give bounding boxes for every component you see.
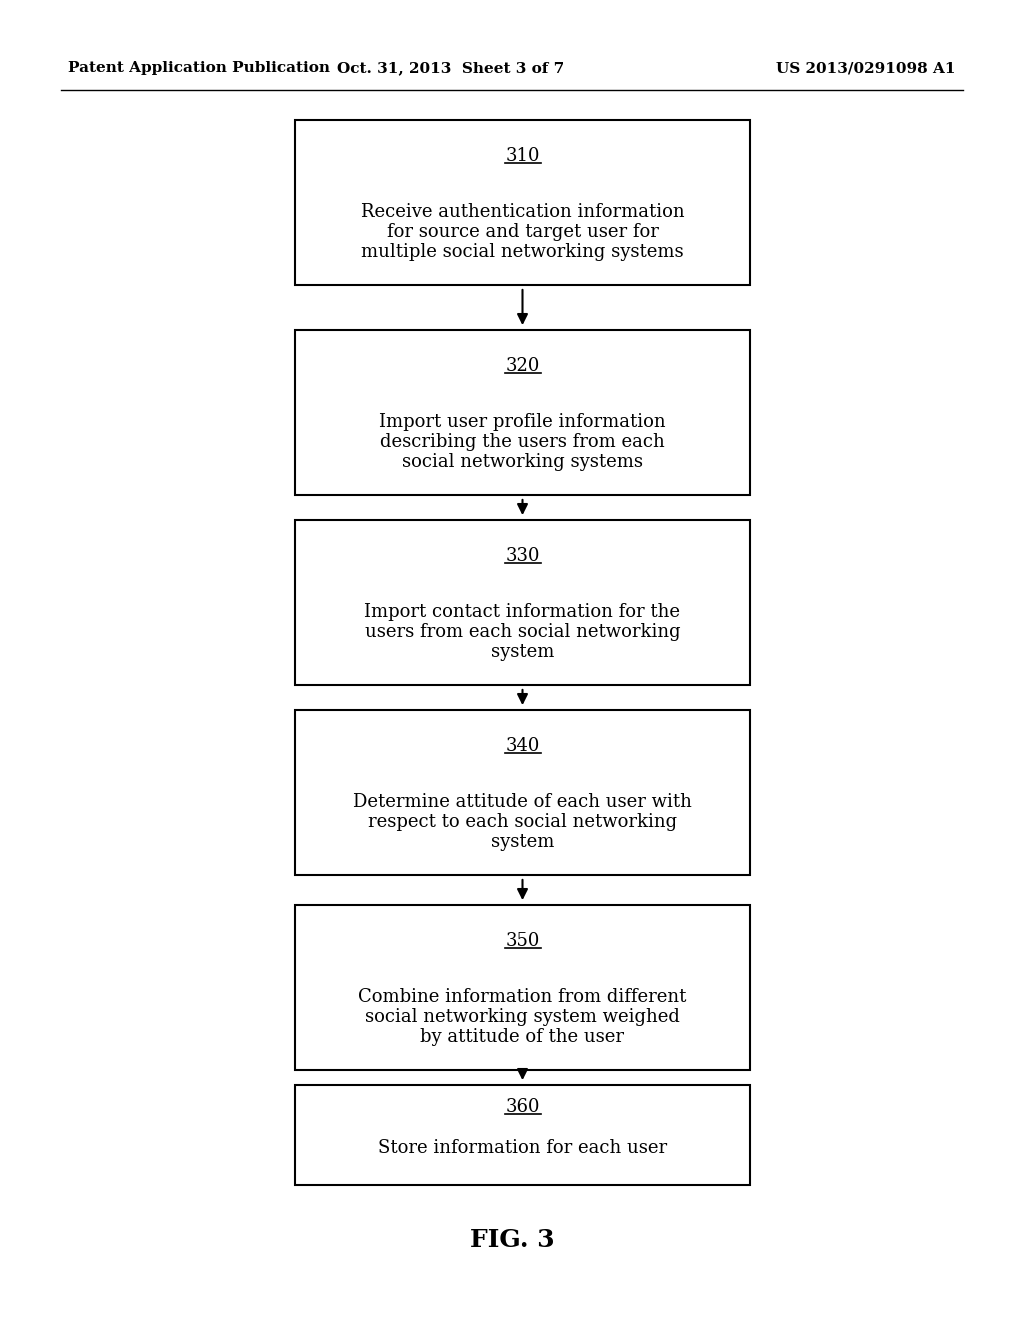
Bar [295,1085,750,1185]
Bar [295,330,750,495]
Text: FIG. 3: FIG. 3 [470,1228,554,1251]
Bar [295,710,750,875]
Text: 320: 320 [505,358,540,375]
Text: US 2013/0291098 A1: US 2013/0291098 A1 [776,61,956,75]
Text: respect to each social networking: respect to each social networking [368,813,677,832]
Text: for source and target user for: for source and target user for [387,223,658,242]
Text: 340: 340 [505,738,540,755]
Text: users from each social networking: users from each social networking [365,623,680,642]
Text: system: system [490,833,554,851]
Bar [295,120,750,285]
Text: 350: 350 [505,932,540,950]
Text: Import contact information for the: Import contact information for the [365,603,681,620]
Text: Combine information from different: Combine information from different [358,989,687,1006]
Text: Determine attitude of each user with: Determine attitude of each user with [353,793,692,810]
Text: social networking system weighed: social networking system weighed [366,1008,680,1026]
Text: 330: 330 [505,548,540,565]
Text: Receive authentication information: Receive authentication information [360,203,684,220]
Text: 310: 310 [505,148,540,165]
Text: Store information for each user: Store information for each user [378,1139,667,1158]
Text: system: system [490,643,554,661]
Bar [295,906,750,1071]
Text: by attitude of the user: by attitude of the user [421,1028,625,1047]
Text: social networking systems: social networking systems [402,453,643,471]
Text: Oct. 31, 2013  Sheet 3 of 7: Oct. 31, 2013 Sheet 3 of 7 [337,61,564,75]
Bar [295,520,750,685]
Text: 360: 360 [505,1098,540,1115]
Text: multiple social networking systems: multiple social networking systems [361,243,684,261]
Text: describing the users from each: describing the users from each [380,433,665,451]
Text: Import user profile information: Import user profile information [379,413,666,432]
Text: Patent Application Publication: Patent Application Publication [68,61,330,75]
